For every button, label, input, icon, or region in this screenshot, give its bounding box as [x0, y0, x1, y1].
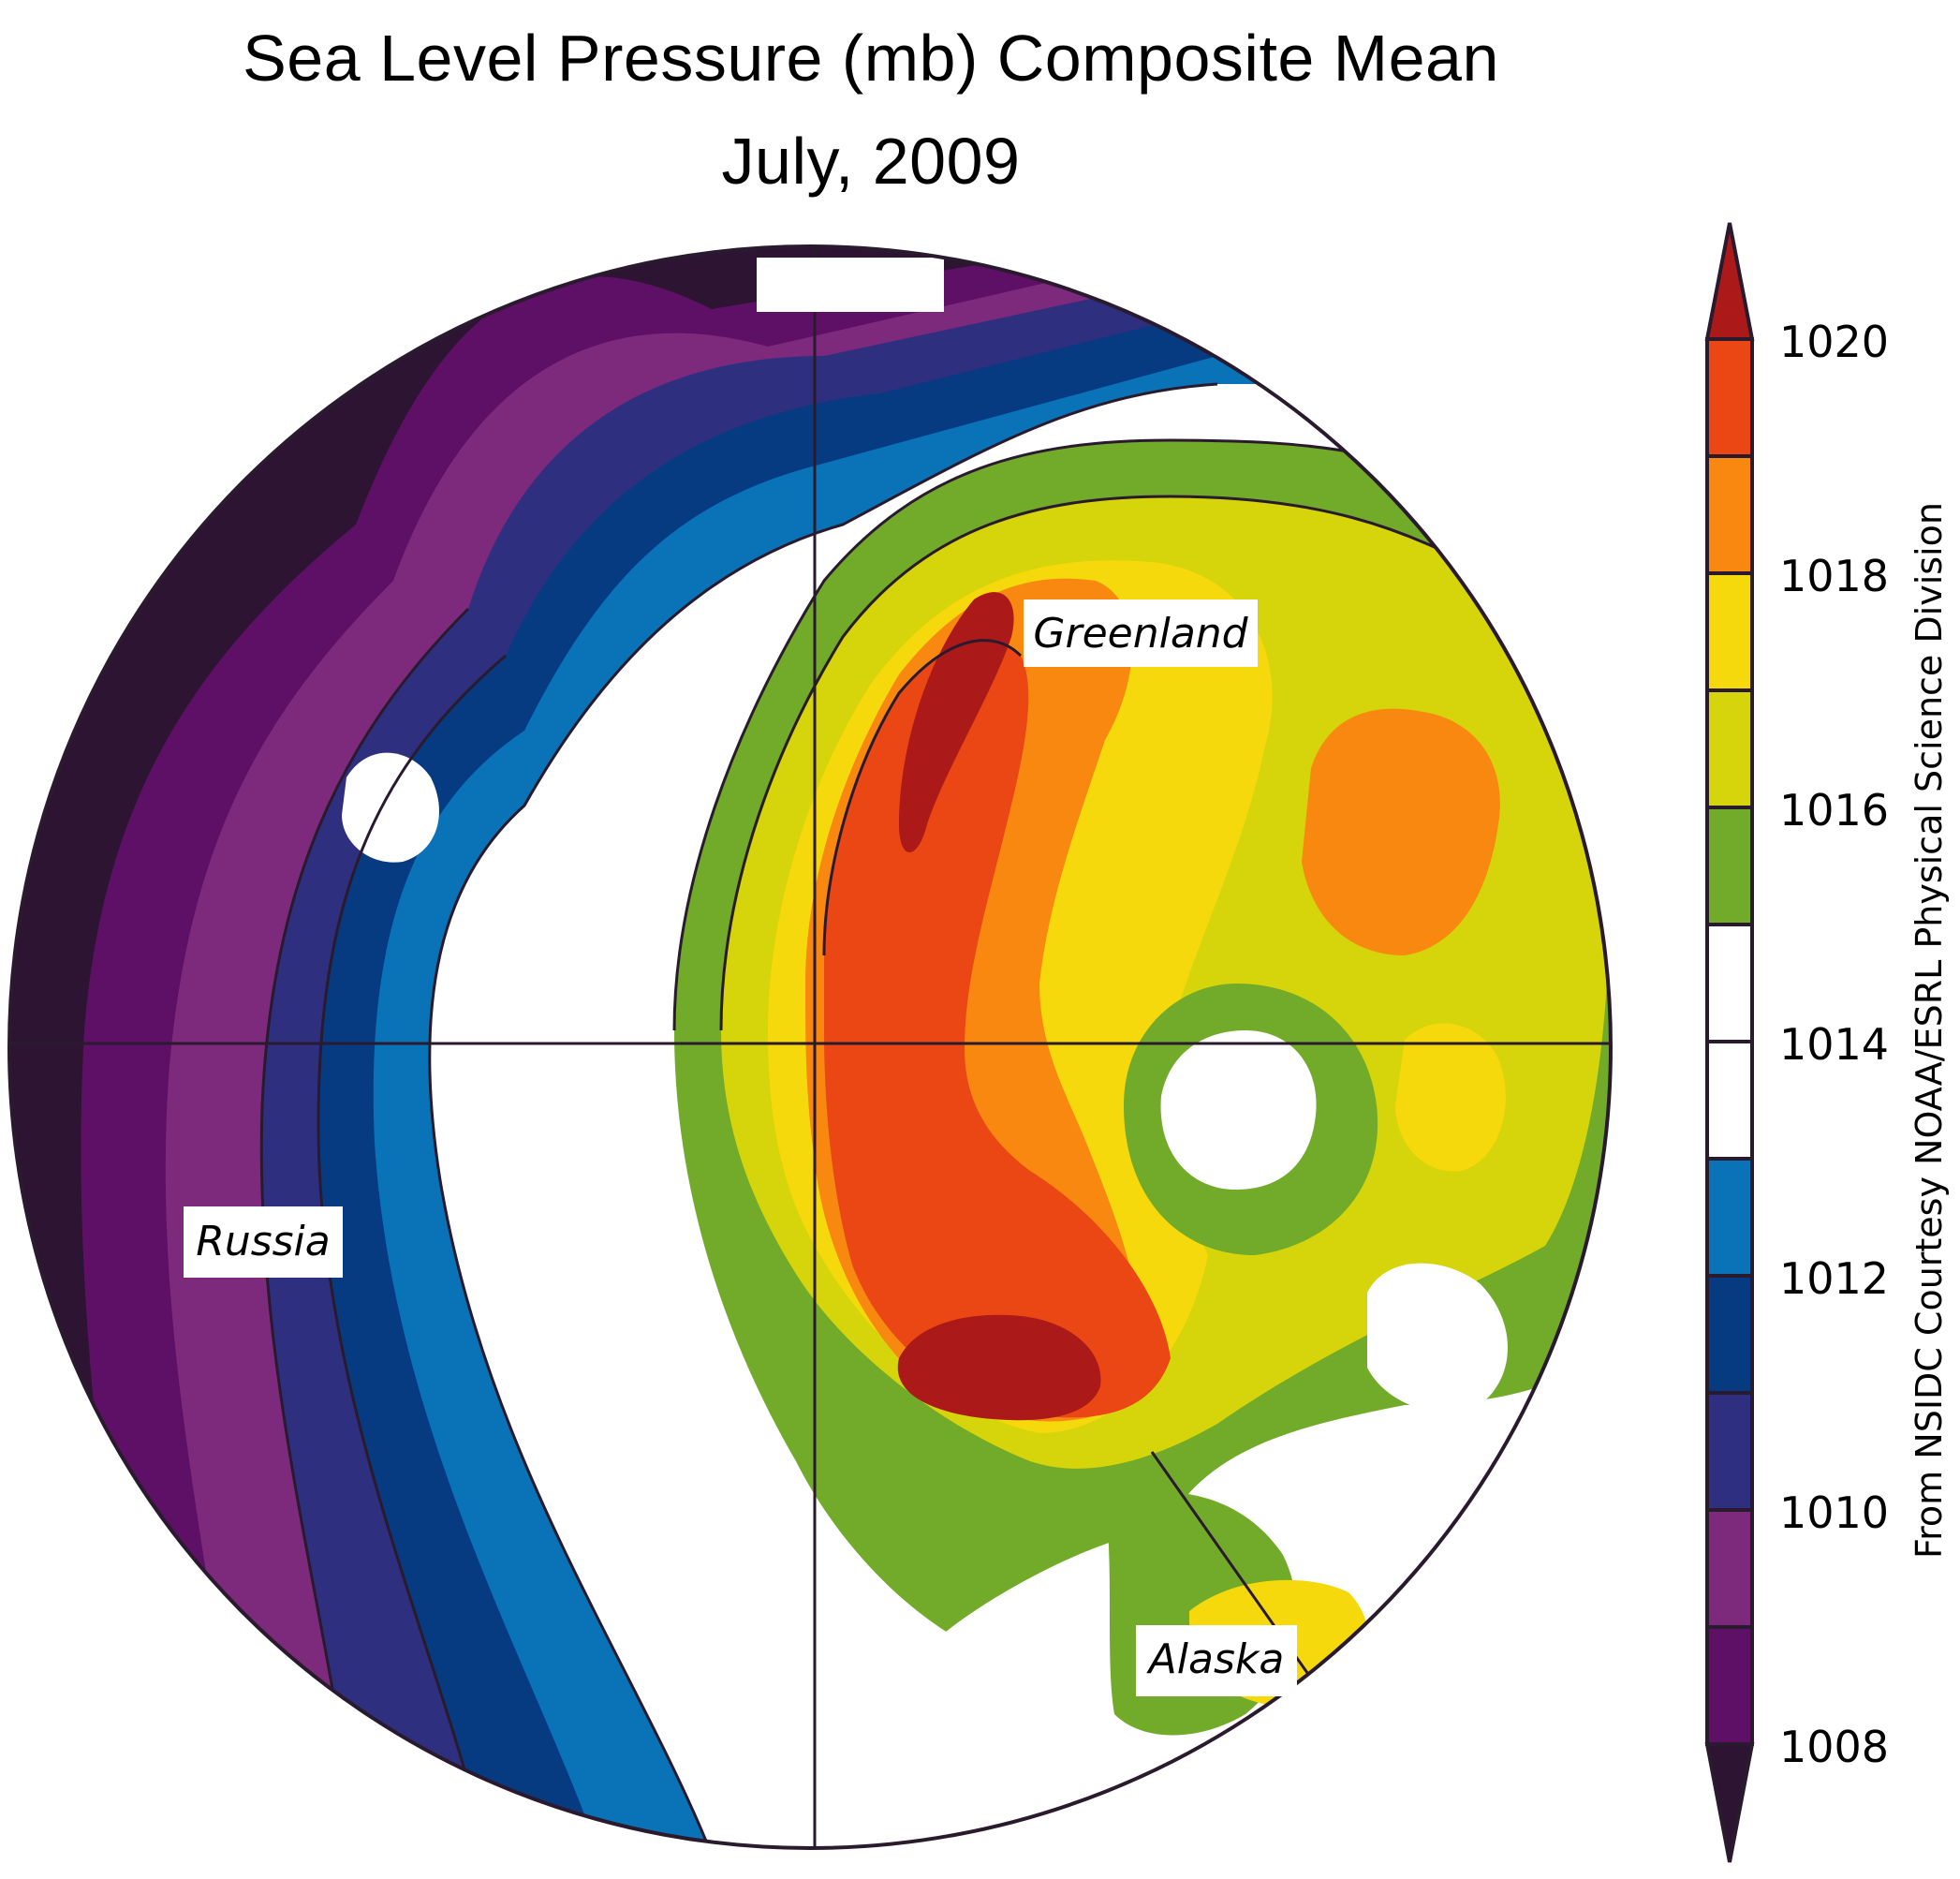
- colorbar-seg-1009: [1705, 1508, 1754, 1629]
- colorbar-bottom-arrow: [1704, 1742, 1755, 1863]
- colorbar-seg-1014: [1705, 923, 1754, 1043]
- colorbar-seg-1010: [1705, 1391, 1754, 1512]
- band-1014-east: [1367, 1263, 1508, 1413]
- colorbar: [1704, 222, 1755, 1863]
- map-title: Sea Level Pressure (mb) Composite Mean: [243, 22, 1499, 95]
- label-russia-text: Russia: [196, 1218, 331, 1265]
- colorbar-label-1010: 1010: [1779, 1487, 1890, 1538]
- colorbar-label-1020: 1020: [1779, 317, 1890, 367]
- colorbar-seg-1008: [1705, 1625, 1754, 1746]
- label-greenland-text: Greenland: [1033, 610, 1248, 658]
- colorbar-seg-1013: [1705, 1040, 1754, 1161]
- pressure-field: [9, 246, 1611, 1848]
- colorbar-label-1016: 1016: [1779, 785, 1890, 836]
- band-1020-north: [899, 592, 1014, 852]
- colorbar-seg-1019: [1705, 337, 1754, 458]
- colorbar-label-1018: 1018: [1779, 551, 1890, 601]
- colorbar-seg-1016: [1705, 688, 1754, 809]
- label-greenland: Greenland: [1024, 599, 1258, 667]
- colorbar-top-arrow: [1704, 222, 1755, 341]
- band-1018-east: [1302, 708, 1500, 955]
- colorbar-seg-1011: [1705, 1274, 1754, 1395]
- colorbar-seg-1012: [1705, 1157, 1754, 1278]
- colorbar-label-1014: 1014: [1779, 1019, 1890, 1070]
- band-1020-south: [897, 1314, 1101, 1421]
- colorbar-seg-1015: [1705, 806, 1754, 926]
- band-1014-south: [934, 1536, 1142, 1780]
- band-1017-east: [1395, 1023, 1506, 1172]
- band-1014-pole: [1160, 1030, 1317, 1190]
- top-notch: [757, 258, 944, 312]
- label-alaska: Alaska: [1136, 1625, 1297, 1696]
- source-credit: From NSIDC Courtesy NOAA/ESRL Physical S…: [1908, 502, 1950, 1559]
- label-alaska-text: Alaska: [1146, 1635, 1285, 1683]
- map-subtitle: July, 2009: [721, 125, 1021, 198]
- colorbar-seg-1018: [1705, 454, 1754, 575]
- colorbar-label-1008: 1008: [1779, 1722, 1890, 1772]
- colorbar-seg-1017: [1705, 571, 1754, 692]
- label-russia: Russia: [184, 1206, 343, 1278]
- band-1013-blob: [342, 752, 439, 863]
- meridian-line-alaska: [1150, 1451, 1332, 1706]
- colorbar-label-1012: 1012: [1779, 1253, 1890, 1304]
- map-border: [7, 244, 1613, 1850]
